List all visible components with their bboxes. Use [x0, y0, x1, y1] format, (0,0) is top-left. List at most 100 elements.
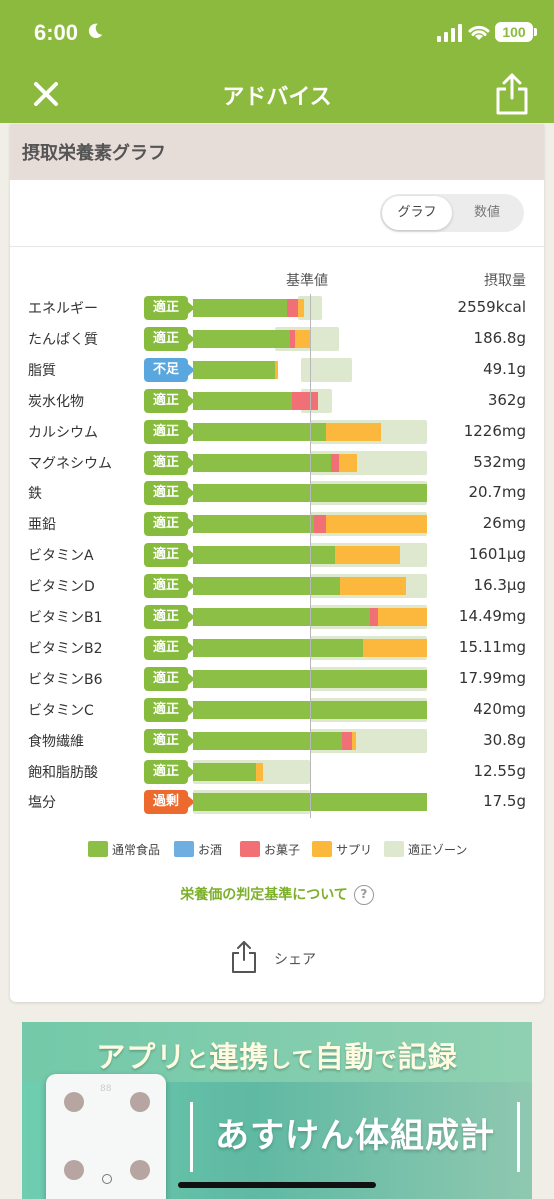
- status-badge: 適正: [144, 296, 195, 320]
- toggle-numeric[interactable]: 数値: [473, 205, 500, 220]
- banner-headline: アプリと連携して自動で記録: [22, 1034, 532, 1076]
- intake-value: 362g: [487, 390, 526, 409]
- view-toggle: グラフ 数値: [380, 194, 524, 232]
- intake-value: 20.7mg: [468, 483, 526, 502]
- criteria-link[interactable]: 栄養価の判定基準について?: [10, 884, 544, 905]
- bar-segment-food: [193, 762, 257, 781]
- intake-value: 49.1g: [483, 359, 526, 378]
- nutrient-row: 亜鉛 適正 26mg: [10, 510, 544, 538]
- optimal-zone: [300, 357, 353, 382]
- wifi-icon: [468, 25, 490, 40]
- bar-track: [193, 388, 427, 413]
- nutrient-name: カルシウム: [28, 424, 98, 441]
- status-badge: 適正: [144, 666, 195, 691]
- nutrient-name: ビタミンC: [28, 702, 94, 719]
- legend-swatch-food: [88, 841, 108, 857]
- status-badge: 過剰: [144, 790, 195, 815]
- bar-segment-supplement: [339, 453, 357, 472]
- bar-segment-sweets: [369, 608, 378, 626]
- legend-label-supplement: サプリ: [336, 843, 373, 857]
- bar-segment-supplement: [326, 515, 427, 534]
- intake-column-label: 摂取量: [484, 273, 526, 289]
- status-badge: 適正: [144, 481, 195, 506]
- bar-segment-supplement: [377, 608, 427, 626]
- nutrient-name: エネルギー: [28, 301, 98, 317]
- bar-track: [193, 357, 427, 382]
- bar-segment-food: [193, 360, 275, 379]
- optimal-zone: [298, 296, 322, 320]
- promo-banner[interactable]: アプリと連携して自動で記録 88 あすけん体組成計: [22, 1022, 532, 1199]
- status-badge: 適正: [144, 326, 195, 351]
- help-icon[interactable]: ?: [353, 885, 374, 905]
- nutrient-name: たんぱく質: [28, 331, 98, 348]
- nutrient-row: ビタミンD 適正 16.3μg: [10, 572, 544, 600]
- legend-label-sweets: お菓子: [264, 843, 301, 857]
- nutrient-row: カルシウム 適正 1226mg: [10, 418, 544, 446]
- banner-top-band: [22, 1022, 532, 1082]
- divider: [10, 246, 544, 247]
- share-button[interactable]: シェア: [230, 940, 330, 976]
- status-badge: 不足: [144, 357, 195, 382]
- intake-value: 14.49mg: [458, 607, 526, 625]
- toggle-graph[interactable]: グラフ: [382, 196, 452, 230]
- status-badge: 適正: [144, 728, 195, 753]
- bar-segment-supplement: [326, 422, 382, 441]
- nutrient-name: マグネシウム: [28, 455, 112, 472]
- section-title: 摂取栄養素グラフ: [22, 143, 166, 164]
- intake-value: 16.3μg: [473, 576, 526, 595]
- banner-headline-part: 連携: [209, 1040, 270, 1074]
- bar-track: [193, 326, 427, 351]
- bar-segment-food: [193, 422, 327, 441]
- nutrient-name: 脂質: [28, 362, 56, 379]
- reference-line: [310, 294, 311, 818]
- bar-segment-supplement: [334, 546, 401, 565]
- nutrient-name: ビタミンB6: [28, 671, 103, 688]
- bar-segment-sweets: [290, 329, 295, 348]
- nutrient-name: 塩分: [28, 795, 56, 812]
- status-badge: 適正: [144, 543, 195, 568]
- bar-segment-supplement: [340, 577, 406, 596]
- bar-segment-supplement: [298, 299, 305, 317]
- legend-swatch-supplement: [312, 841, 332, 857]
- share-icon[interactable]: [494, 72, 530, 116]
- intake-value: 12.55g: [473, 761, 526, 780]
- intake-value: 532mg: [473, 452, 526, 471]
- close-icon[interactable]: [28, 76, 64, 112]
- nutrient-row: たんぱく質 適正 186.8g: [10, 325, 544, 353]
- bar-track: [193, 450, 427, 475]
- bar-track: [193, 296, 427, 320]
- intake-value: 186.8g: [473, 328, 526, 347]
- bar-segment-food: [193, 608, 370, 626]
- intake-value: 1601μg: [468, 545, 526, 564]
- nutrient-row: ビタミンB1 適正 14.49mg: [10, 603, 544, 631]
- banner-headline-part: と: [186, 1048, 210, 1073]
- cellular-signal-icon: [437, 24, 462, 42]
- legend-swatch-zone: [384, 841, 404, 857]
- bar-track: [193, 512, 427, 537]
- nutrient-graph-card: 摂取栄養素グラフ グラフ 数値 基準値 摂取量 エネルギー 適正 2559kcal た…: [10, 124, 544, 1002]
- legend-label-alcohol: お酒: [198, 843, 223, 857]
- nutrient-name: ビタミンB1: [28, 610, 103, 626]
- section-header: 摂取栄養素グラフ: [10, 124, 544, 180]
- status-badge: 適正: [144, 450, 195, 475]
- bar-track: [193, 635, 427, 660]
- scale-pad: [64, 1160, 84, 1180]
- scale-pad: [130, 1092, 150, 1112]
- bar-segment-food: [193, 329, 291, 348]
- intake-value: 26mg: [482, 514, 526, 533]
- status-badge: 適正: [144, 635, 195, 660]
- bar-track: [193, 666, 427, 691]
- bar-segment-food: [193, 299, 287, 317]
- bar-track: [193, 605, 427, 629]
- intake-value: 17.99mg: [458, 668, 526, 687]
- legend-swatch-sweets: [240, 841, 260, 857]
- status-time: 6:00: [34, 20, 79, 45]
- nutrient-row: 炭水化物 適正 362g: [10, 387, 544, 415]
- product-frame: [190, 1102, 520, 1172]
- status-badge: 適正: [144, 697, 195, 722]
- share-icon: [232, 941, 256, 973]
- nutrient-row: 塩分 過剰 17.5g: [10, 788, 544, 816]
- nutrient-row: ビタミンA 適正 1601μg: [10, 541, 544, 569]
- bar-segment-supplement: [256, 762, 264, 781]
- reference-column-label: 基準値: [286, 273, 328, 289]
